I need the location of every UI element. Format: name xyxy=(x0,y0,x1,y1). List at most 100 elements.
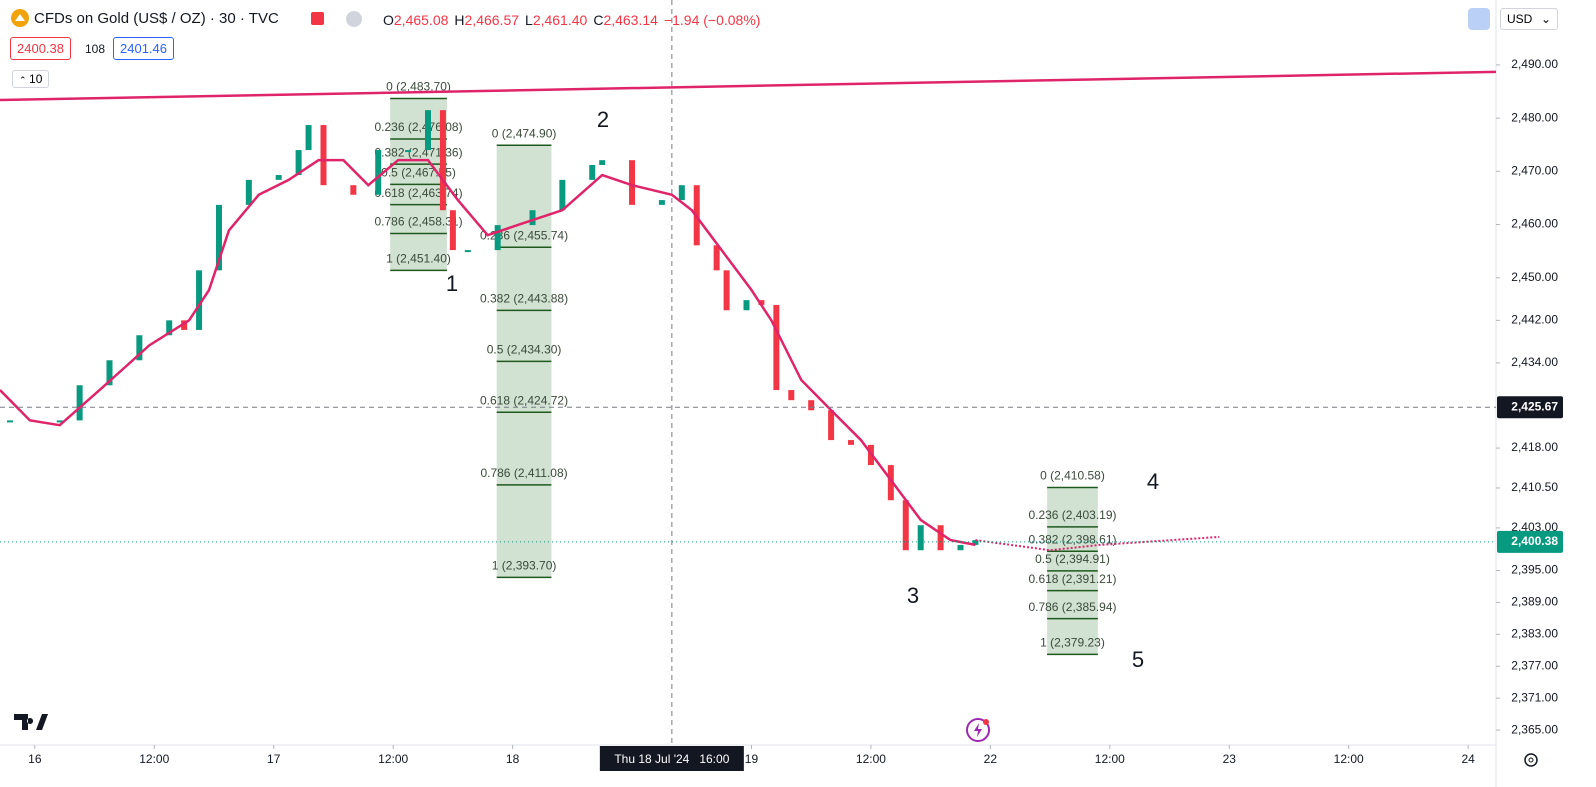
line xyxy=(0,158,976,547)
y-tick-label: 2,442.00 xyxy=(1511,313,1558,327)
ohlc-value: 2,466.57 xyxy=(464,12,520,28)
candle xyxy=(808,400,815,411)
candle xyxy=(589,164,596,180)
symbol-title[interactable]: CFDs on Gold (US$ / OZ) · 30 · TVC xyxy=(34,10,279,27)
ask[interactable]: 2401.46 xyxy=(113,37,174,60)
wave-label: 4 xyxy=(1147,469,1159,494)
y-tick-label: 2,371.00 xyxy=(1511,690,1558,704)
y-tick-label: 2,389.00 xyxy=(1511,595,1558,609)
x-tick-label: 22 xyxy=(984,752,998,766)
toggle[interactable] xyxy=(346,11,362,27)
ohlc-key: O xyxy=(383,12,394,28)
y-tick-label: 2,383.00 xyxy=(1511,626,1558,640)
y-tick-label: 2,470.00 xyxy=(1511,164,1558,178)
fib-label: 0.236 (2,455.74) xyxy=(480,228,568,242)
indicator-count: 10 xyxy=(29,72,43,86)
x-tick-label: 12:00 xyxy=(139,752,169,766)
candle xyxy=(902,500,909,551)
wave-label: 5 xyxy=(1132,647,1144,672)
ohlc: O2,465.08 H2,466.57 L2,461.40 C2,463.14 −1.9… xyxy=(383,12,760,28)
fib-label: 0.618 (2,391.21) xyxy=(1028,572,1116,586)
candle xyxy=(424,110,431,151)
candle xyxy=(76,385,83,421)
fib-label: 0.236 (2,476.08) xyxy=(375,120,463,134)
screenshot-button[interactable] xyxy=(1468,8,1490,30)
y-tick-label: 2,460.00 xyxy=(1511,217,1558,231)
fib-label: 0.382 (2,443.88) xyxy=(480,292,568,306)
symbol-icon xyxy=(11,9,29,27)
x-tick-label: 12:00 xyxy=(1095,752,1125,766)
candle xyxy=(245,179,252,205)
fib-label: 0.5 (2,434.30) xyxy=(487,342,562,356)
fib-label: 0.786 (2,385.94) xyxy=(1028,600,1116,614)
candle xyxy=(196,270,203,330)
flag[interactable] xyxy=(311,12,324,25)
fib-label: 0.382 (2,471.36) xyxy=(375,145,463,159)
candle xyxy=(723,270,730,311)
candle xyxy=(136,335,143,361)
fib-label: 0.786 (2,411.08) xyxy=(480,466,567,480)
crosshair-x-box xyxy=(599,746,744,771)
fib-label: 0.382 (2,398.61) xyxy=(1028,532,1116,546)
candle xyxy=(629,160,636,205)
candle xyxy=(494,225,501,251)
x-tick-label: 17 xyxy=(267,752,281,766)
spread: 108 xyxy=(85,42,106,56)
candle xyxy=(56,420,63,423)
last-price-box xyxy=(1497,530,1563,553)
fib-label: 0 (2,410.58) xyxy=(1040,469,1105,483)
candle xyxy=(828,410,835,441)
y-tick-label: 2,450.00 xyxy=(1511,270,1558,284)
y-tick-label: 2,377.00 xyxy=(1511,658,1558,672)
candle xyxy=(439,110,446,211)
wave-label: 2 xyxy=(597,107,609,132)
candle xyxy=(350,185,357,195)
x-tick-label: 16 xyxy=(28,752,42,766)
candle xyxy=(166,320,173,336)
fib-label: 0.5 (2,467.55) xyxy=(381,166,456,180)
currency-label: USD xyxy=(1507,12,1533,26)
ohlc-key: C xyxy=(593,12,604,28)
candle xyxy=(305,125,312,151)
bid[interactable]: 2400.38 xyxy=(10,37,71,60)
x-tick-label: 19 xyxy=(745,752,759,766)
currency[interactable]: USD ⌄ xyxy=(1500,8,1558,30)
change: −1.94 (−0.08%) xyxy=(663,12,761,28)
candle xyxy=(658,200,665,205)
fib-label: 0 (2,483.70) xyxy=(386,80,451,94)
candle xyxy=(405,150,412,153)
alert-icon[interactable] xyxy=(964,716,994,746)
candle xyxy=(972,540,979,545)
ohlc-value: 2,461.40 xyxy=(532,12,588,28)
fib-label: 0.618 (2,424.72) xyxy=(480,393,568,407)
x-tick-label: 24 xyxy=(1461,752,1475,766)
candle xyxy=(464,250,471,253)
y-tick-label: 2,403.00 xyxy=(1511,520,1558,534)
ohlc-value: 2,463.14 xyxy=(603,12,658,28)
candle xyxy=(449,210,456,251)
crosshair-x-label: Thu 18 Jul '24 16:00 xyxy=(614,752,729,766)
indicators-toggle[interactable]: ⌃ 10 xyxy=(12,70,50,88)
y-tick-label: 2,365.00 xyxy=(1511,722,1558,736)
projection xyxy=(975,535,1220,552)
ohlc-key: L xyxy=(525,12,533,28)
fib-label: 1 (2,379.23) xyxy=(1040,636,1105,650)
candle xyxy=(743,300,750,311)
crosshair-y-box xyxy=(1497,396,1563,419)
candle xyxy=(887,465,894,501)
candle xyxy=(529,210,536,226)
y-tick-label: 2,395.00 xyxy=(1511,563,1558,577)
last-price-label: 2,400.38 xyxy=(1511,534,1558,548)
candle xyxy=(713,245,720,271)
wave-label: 3 xyxy=(907,583,919,608)
candle xyxy=(599,160,606,165)
fib-label: 0 (2,474.90) xyxy=(492,126,557,140)
y-tick-label: 2,434.00 xyxy=(1511,355,1558,369)
crosshair-y-label: 2,425.67 xyxy=(1511,399,1558,413)
y-tick-label: 2,410.50 xyxy=(1511,480,1558,494)
candle xyxy=(215,204,222,271)
y-tick-label: 2,418.00 xyxy=(1511,440,1558,454)
candle xyxy=(678,185,685,201)
settings[interactable] xyxy=(1521,750,1541,770)
